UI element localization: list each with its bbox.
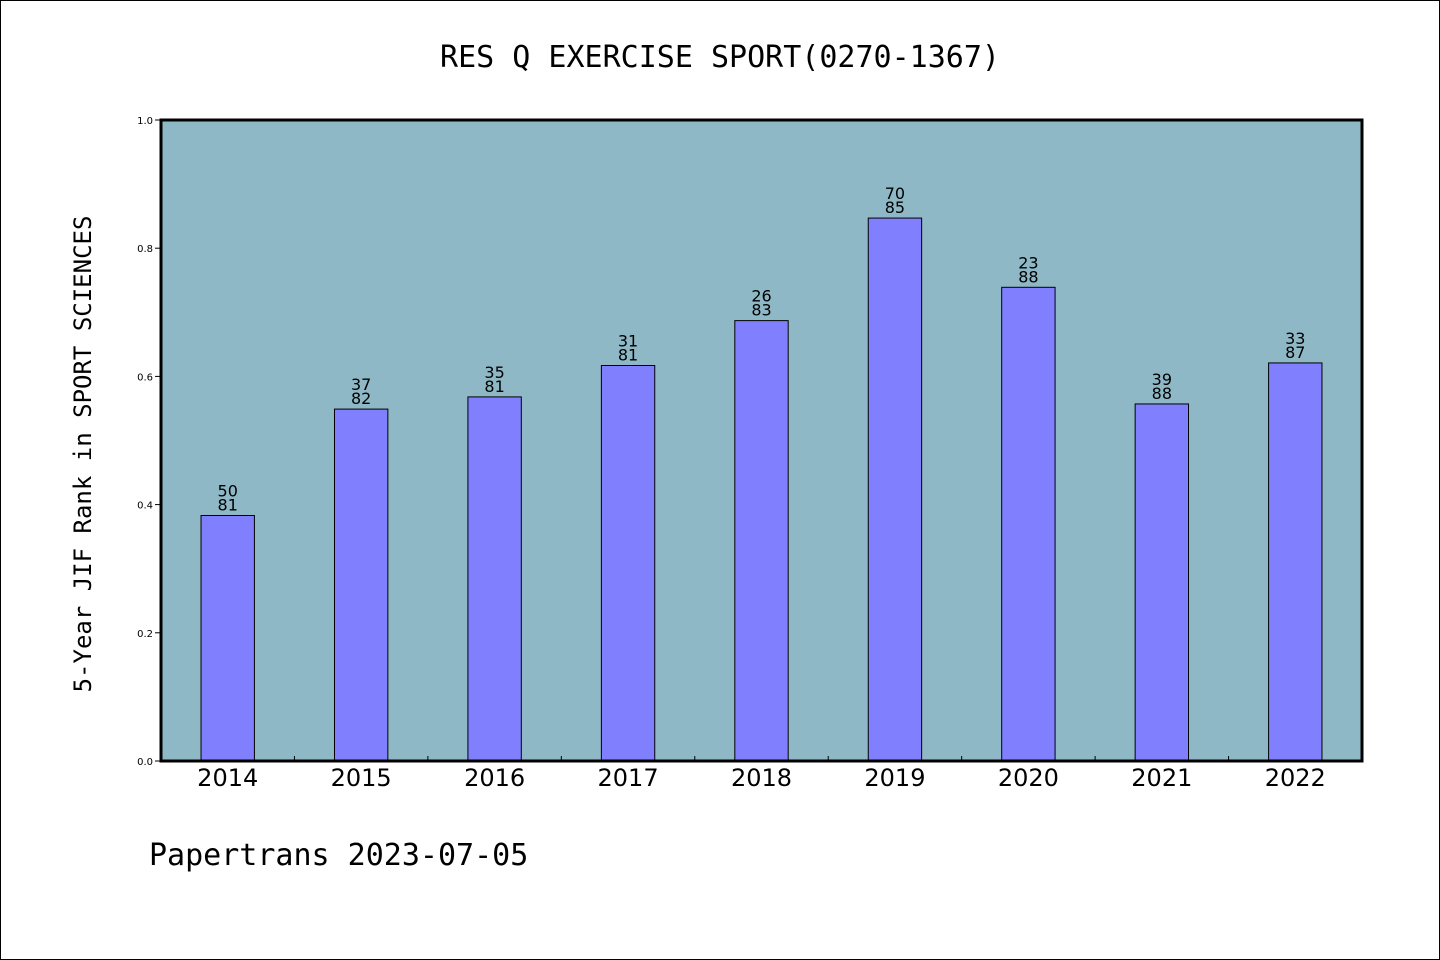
y-tick-label: 0.6 xyxy=(137,372,153,383)
bar-label-total-2014: 81 xyxy=(218,496,238,515)
bar-2019 xyxy=(867,217,923,762)
chart-title: RES Q EXERCISE SPORT(0270-1367) xyxy=(440,40,1000,75)
x-tick-label-2016: 2016 xyxy=(464,764,525,792)
bar-label-rank-2016: 35 xyxy=(484,363,504,382)
bar-2022 xyxy=(1268,362,1323,762)
bar-label-total-2017: 81 xyxy=(618,346,638,365)
bar-2016 xyxy=(467,396,522,762)
bar-2018 xyxy=(734,320,789,762)
bar-label-rank-2018: 26 xyxy=(751,287,771,306)
bar-2017 xyxy=(600,365,656,762)
y-tick-label: 1.0 xyxy=(137,116,153,127)
bar-2015 xyxy=(333,408,389,762)
bar-2021 xyxy=(1134,403,1190,762)
bar-label-rank-2017: 31 xyxy=(618,332,638,351)
x-tick-label-2021: 2021 xyxy=(1131,764,1192,792)
y-tick-label: 0.8 xyxy=(137,244,153,255)
y-tick-label: 0.0 xyxy=(137,757,153,768)
bar-label-total-2015: 82 xyxy=(351,389,371,408)
x-axis-ticks: 2014 2015 2016 2017 2018 2019 2020 2021 2022 xyxy=(197,756,1326,792)
y-tick-label: 0.2 xyxy=(137,629,153,640)
bar-label-total-2016: 81 xyxy=(484,377,504,396)
bar-label-total-2021: 88 xyxy=(1152,384,1172,403)
bar-label-rank-2022: 33 xyxy=(1285,329,1305,348)
bar-label-total-2018: 83 xyxy=(751,301,771,320)
x-tick-label-2022: 2022 xyxy=(1265,764,1326,792)
bar-label-rank-2020: 23 xyxy=(1018,253,1038,272)
x-tick-label-2019: 2019 xyxy=(864,764,925,792)
bar-label-total-2020: 88 xyxy=(1018,267,1038,286)
bar-label-rank-2019: 70 xyxy=(885,184,905,203)
bar-label-rank-2014: 50 xyxy=(218,482,238,501)
bar-2020 xyxy=(1001,286,1056,762)
footer-stamp: Papertrans 2023-07-05 xyxy=(149,838,528,873)
x-tick-label-2014: 2014 xyxy=(197,764,258,792)
y-axis-ticks: 0.0 0.2 0.4 0.6 0.8 1.0 xyxy=(137,116,161,768)
x-tick-label-2015: 2015 xyxy=(331,764,392,792)
x-tick-label-2017: 2017 xyxy=(598,764,659,792)
x-tick-label-2020: 2020 xyxy=(998,764,1059,792)
bar-label-rank-2015: 37 xyxy=(351,375,371,394)
x-tick-label-2018: 2018 xyxy=(731,764,792,792)
bar-label-total-2022: 87 xyxy=(1285,343,1305,362)
y-axis-label: 5-Year JIF Rank in SPORT SCIENCES xyxy=(69,216,97,693)
bar-label-total-2019: 85 xyxy=(885,198,905,217)
plot-border xyxy=(159,118,1364,763)
y-tick-label: 0.4 xyxy=(137,501,153,512)
bar-label-rank-2021: 39 xyxy=(1152,370,1172,389)
bar-2014 xyxy=(200,515,255,762)
